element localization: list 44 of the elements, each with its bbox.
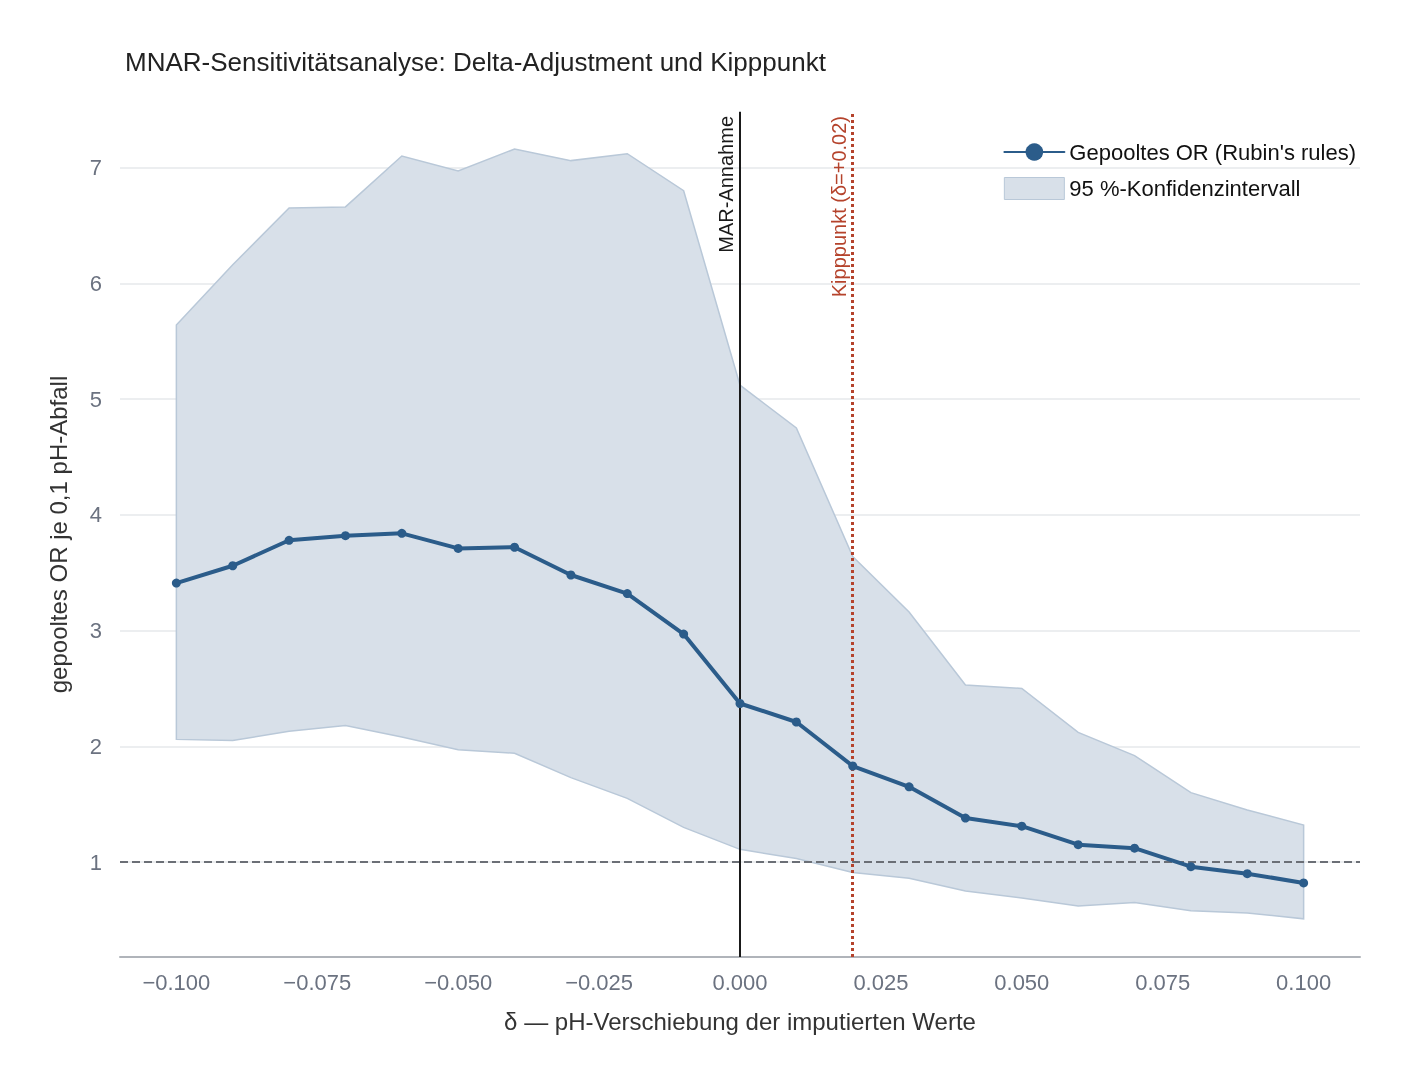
x-tick-label: 0.100 xyxy=(1276,969,1332,995)
point xyxy=(566,570,576,580)
chart-title: MNAR-Sensitivitätsanalyse: Delta-Adjustment und Kipppunkt xyxy=(125,47,827,77)
point xyxy=(453,543,463,553)
x-tick-label: −0.025 xyxy=(565,969,634,995)
point xyxy=(1017,821,1027,831)
point xyxy=(284,535,294,545)
x-tick-label: 0.075 xyxy=(1135,969,1191,995)
point xyxy=(960,813,970,823)
x-tick-label: 0.025 xyxy=(853,969,909,995)
y-tick-label: 4 xyxy=(89,502,102,528)
point xyxy=(848,761,858,771)
point xyxy=(228,561,238,571)
y-tick-label: 1 xyxy=(89,849,102,875)
point xyxy=(735,699,745,708)
point xyxy=(1299,878,1309,888)
ref-line-label: Kipppunkt (δ=+0.02) xyxy=(827,116,850,298)
y-tick-label: 6 xyxy=(89,270,102,296)
y-tick-label: 5 xyxy=(89,386,102,412)
y-axis-title: gepooltes OR je 0,1 pH-Abfall xyxy=(44,375,72,694)
y-tick-label: 3 xyxy=(89,618,102,644)
y-tick-label: 7 xyxy=(89,155,102,181)
point xyxy=(171,578,181,588)
x-tick-label: −0.075 xyxy=(283,969,352,995)
point xyxy=(1186,862,1196,872)
x-axis-title: δ — pH-Verschiebung der imputierten Werte xyxy=(504,1007,976,1035)
x-tick-label: 0.050 xyxy=(994,969,1050,995)
point xyxy=(679,629,689,639)
point xyxy=(1242,869,1252,879)
point xyxy=(622,589,632,599)
y-tick-label: 2 xyxy=(89,733,102,759)
legend-label: Gepooltes OR (Rubin's rules) xyxy=(1069,139,1357,165)
x-tick-label: −0.050 xyxy=(424,969,493,995)
point xyxy=(904,782,914,792)
legend-label: 95 %-Konfidenzintervall xyxy=(1069,176,1301,201)
point xyxy=(510,542,520,552)
ref-line-label: MAR-Annahme xyxy=(715,116,737,253)
point xyxy=(340,531,350,541)
point xyxy=(791,717,801,727)
point xyxy=(1130,843,1140,853)
point xyxy=(397,528,407,538)
point xyxy=(1073,840,1083,850)
x-tick-label: −0.100 xyxy=(142,969,211,995)
x-tick-label: 0.000 xyxy=(712,969,768,995)
